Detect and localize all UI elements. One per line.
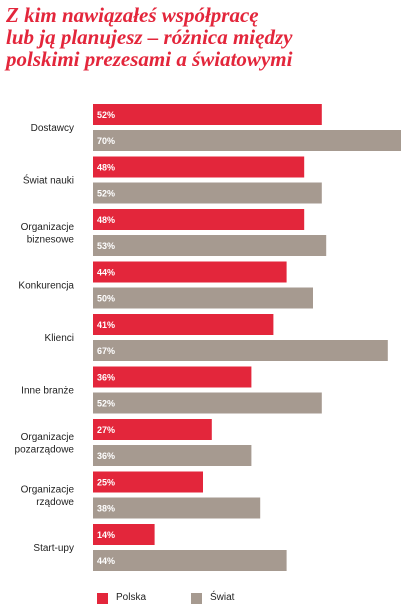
chart-title-line-2: lub ją planujesz – różnica między — [6, 25, 293, 49]
bar-polska — [93, 366, 252, 388]
category-label: Świat nauki — [23, 174, 74, 187]
data-label-polska: 25% — [97, 478, 115, 488]
bar-swiat — [93, 497, 261, 519]
category-label: Start-upy — [33, 543, 74, 554]
bar-swiat — [93, 550, 287, 571]
bar-polska — [93, 209, 305, 230]
legend-swatch-swiat — [191, 592, 202, 604]
category-label: Organizacje — [21, 432, 75, 443]
bar-polska — [93, 261, 287, 283]
bar-polska — [93, 104, 322, 125]
chart-title-line-1: Z kim nawiązałeś współpracę — [6, 3, 259, 27]
legend-item-polska: Polska — [97, 592, 146, 604]
data-label-polska: 48% — [97, 215, 115, 225]
bar-swiat — [93, 392, 322, 414]
bar-swiat — [93, 182, 322, 204]
data-label-swiat: 50% — [97, 294, 115, 304]
legend-item-swiat: Świat — [191, 592, 234, 604]
data-label-swiat: 52% — [97, 189, 115, 199]
data-label-polska: 41% — [97, 320, 115, 330]
category-label: Inne branże — [21, 386, 74, 397]
bar-polska — [93, 314, 274, 335]
bar-swiat — [93, 340, 388, 361]
data-label-polska: 52% — [97, 110, 115, 120]
category-label: rządowe — [36, 497, 74, 508]
category-label: biznesowe — [27, 234, 75, 245]
data-label-swiat: 53% — [97, 241, 115, 251]
bar-polska — [93, 524, 155, 545]
chart-title: Z kim nawiązałeś współpracę lub ją planu… — [6, 4, 398, 70]
data-label-swiat: 67% — [97, 346, 115, 356]
bar-swiat — [93, 130, 401, 151]
category-label: Dostawcy — [31, 123, 74, 134]
bar-swiat — [93, 287, 313, 309]
bar-polska — [93, 471, 203, 493]
data-label-swiat: 70% — [97, 136, 115, 146]
data-label-swiat: 38% — [97, 504, 115, 514]
category-label: pozarządowe — [15, 444, 75, 455]
legend-label-swiat: Świat — [210, 592, 235, 603]
bar-polska — [93, 156, 305, 178]
bar-swiat — [93, 445, 252, 466]
data-label-polska: 36% — [97, 373, 115, 383]
category-label: Organizacje — [21, 222, 75, 233]
data-label-swiat: 52% — [97, 399, 115, 409]
category-label: Konkurencja — [18, 281, 74, 292]
data-label-polska: 44% — [97, 268, 115, 278]
data-label-swiat: 44% — [97, 556, 115, 566]
category-label: Organizacje — [21, 484, 75, 495]
category-label: Klienci — [45, 333, 74, 344]
legend: Polska Świat — [0, 592, 404, 608]
bar-swiat — [93, 235, 327, 256]
bar-chart: 52% 70% Dostawcy 48% 52% Świat nauki 48% 53% Org… — [15, 104, 401, 571]
data-label-swiat: 36% — [97, 451, 115, 461]
legend-label-polska: Polska — [116, 592, 147, 603]
bar-polska — [93, 419, 212, 440]
data-label-polska: 27% — [97, 425, 115, 435]
chart-title-line-3: polskimi prezesami a światowymi — [6, 47, 293, 71]
legend-swatch-polska — [97, 592, 108, 604]
data-label-polska: 14% — [97, 530, 115, 540]
data-label-polska: 48% — [97, 163, 115, 173]
